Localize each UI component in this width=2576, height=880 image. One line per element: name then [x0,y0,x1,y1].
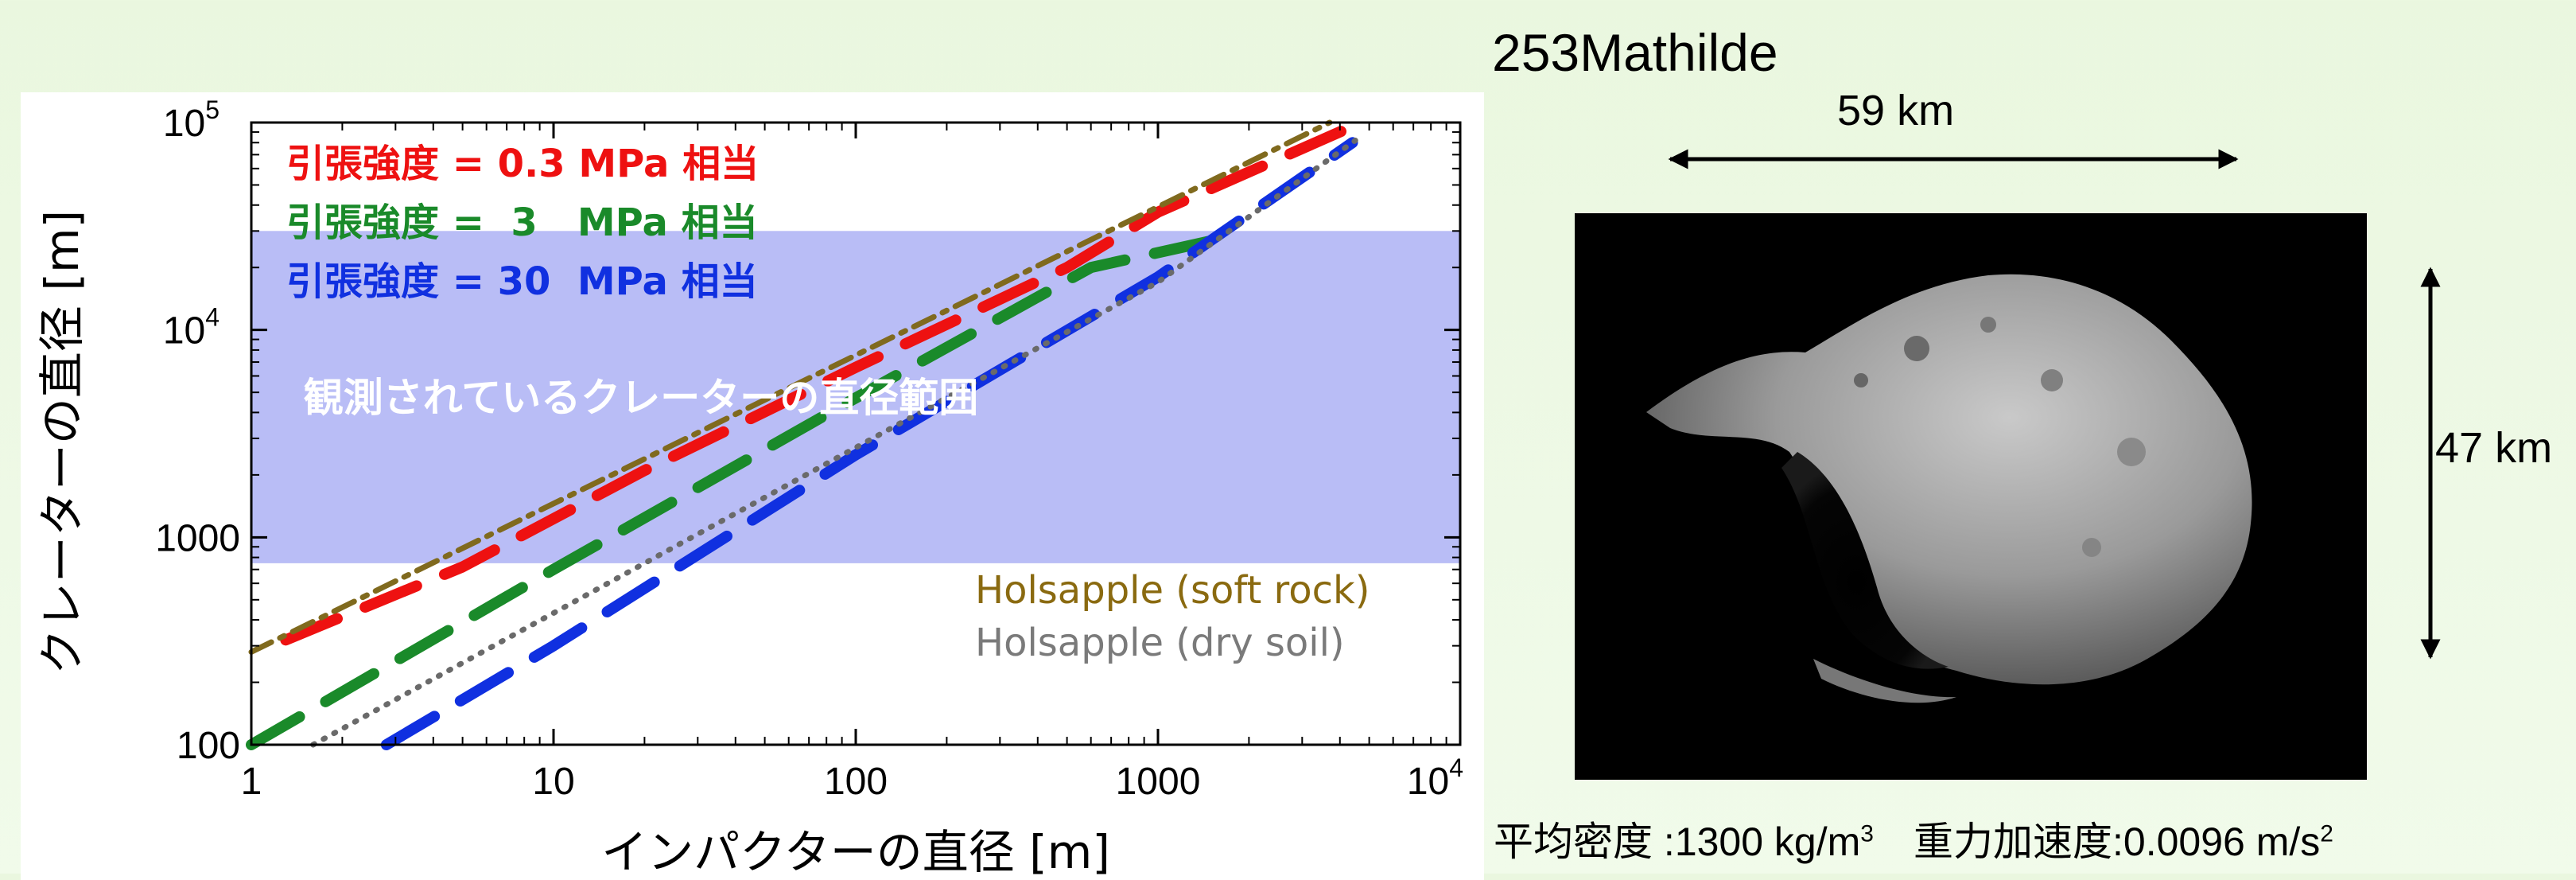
density-label: 平均密度 [1494,820,1653,864]
asteroid-illustration [1646,274,2252,703]
annotation-soft-rock: Holsapple (soft rock) [975,568,1370,613]
series-line-0 [280,117,1367,646]
gravity-exponent: 2 [2320,820,2333,847]
x-tick-label: 104 [1407,753,1463,803]
crater-size-chart: 1 10 100 1000 104 100 1000 104 105 観測されているクレーターの… [35,95,1463,879]
x-tick-label: 1000 [1116,761,1201,803]
observed-range-label: 観測されているクレーターの直径範囲 [304,375,979,421]
height-label: 47 km [2435,424,2553,472]
density-value: 1300 kg/m [1674,820,1861,864]
gravity-label: 重力加速度 [1913,820,2112,864]
series-line-2 [380,137,1358,750]
legend-entry-0-3mpa: 引張強度 = 0.3 MPa 相当 [286,142,759,186]
legend-entry-30mpa: 引張強度 = 30 MPa 相当 [286,259,758,304]
series-line-4 [310,138,1358,748]
density-separator: : [1663,820,1675,864]
density-exponent: 3 [1860,820,1874,847]
y-tick-label: 104 [163,303,220,352]
chart-panel: 1 10 100 1000 104 100 1000 104 105 観測されているクレーターの… [21,92,1484,880]
gravity-value: 0.0096 m/s [2123,820,2321,864]
asteroid-title: 253Mathilde [1492,23,1778,82]
annotation-dry-soil: Holsapple (dry soil) [975,621,1345,665]
gravity-separator: : [2112,820,2123,864]
plot-frame [250,121,1462,746]
asteroid-info: 平均密度 :1300 kg/m3 重力加速度:0.0096 m/s2 [1494,810,2333,867]
y-tick-label: 100 [177,725,240,767]
series-layer [246,117,1367,750]
series-line-1 [246,232,1234,750]
asteroid-image [1575,213,2367,780]
series-line-3 [248,119,1333,655]
x-tick-label: 1 [241,761,262,803]
x-axis-title: インパクターの直径 [m] [601,825,1110,879]
y-tick-label: 105 [163,95,220,145]
width-label: 59 km [1837,87,1955,134]
y-tick-label: 1000 [155,517,240,559]
x-tick-label: 100 [824,761,888,803]
y-axis-title: クレーターの直径 [m] [35,210,89,675]
legend-entry-3mpa: 引張強度 = 3 MPa 相当 [286,201,758,245]
x-tick-label: 10 [532,761,574,803]
